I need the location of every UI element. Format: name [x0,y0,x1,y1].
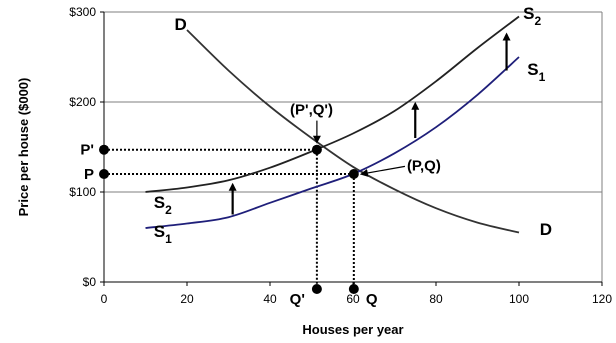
y-axis-title: Price per house ($000) [16,78,31,217]
y-tick-label-2: $200 [69,95,96,109]
curve-s1 [145,56,520,229]
label-p-prime-q-prime: (P',Q') [290,102,333,119]
equilibrium-dot-1 [348,169,359,179]
tick-labels: $0 $100 $200 $300 0 20 40 60 80 100 120 [69,5,612,306]
marker-dot-q-prime [311,284,322,294]
marker-label-p: P [84,166,94,183]
marker-label-q-prime: Q' [290,291,305,308]
gridlines [104,11,603,282]
x-tick-label-4: 80 [429,292,443,306]
shift-arrows [228,32,511,215]
label-s2-top: S2 [523,4,541,28]
label-p-q: (P,Q) [407,157,441,174]
label-s2-top-subscript: 2 [534,14,541,28]
curves [145,15,520,234]
x-axis-title: Houses per year [302,322,403,337]
axes [103,12,602,283]
x-tick-label-6: 120 [592,292,612,306]
x-tick-label-5: 100 [509,292,529,306]
y-tick-label-3: $300 [69,5,96,19]
label-s2-left-subscript: 2 [165,203,172,217]
curve-s2 [145,15,520,193]
label-s1-top-subscript: 1 [539,70,546,84]
marker-dot-p-prime [99,144,109,155]
pointer-p-q [359,165,406,177]
label-d-bottom: D [540,220,552,239]
equilibrium-dot-0 [311,144,322,155]
label-d-top: D [175,15,187,34]
y-tick-label-1: $100 [69,185,96,199]
label-s1-left-subscript: 1 [165,232,172,246]
label-s2-left: S2 [154,193,172,217]
x-tick-label-3: 60 [346,292,360,306]
label-s1-top: S1 [527,60,545,84]
x-tick-label-0: 0 [101,292,108,306]
x-tick-label-2: 40 [263,292,277,306]
equilibrium-dashed-lines [104,148,355,288]
marker-dot-q [348,284,359,294]
y-tick-label-0: $0 [83,275,97,289]
marker-label-q: Q [366,291,378,308]
curve-d [186,29,520,234]
marker-dot-p [99,169,109,179]
x-tick-label-1: 20 [180,292,194,306]
marker-label-p-prime: P' [80,142,94,159]
equilibrium-points: (P',Q') (P,Q) P' P Q' Q [80,102,440,308]
